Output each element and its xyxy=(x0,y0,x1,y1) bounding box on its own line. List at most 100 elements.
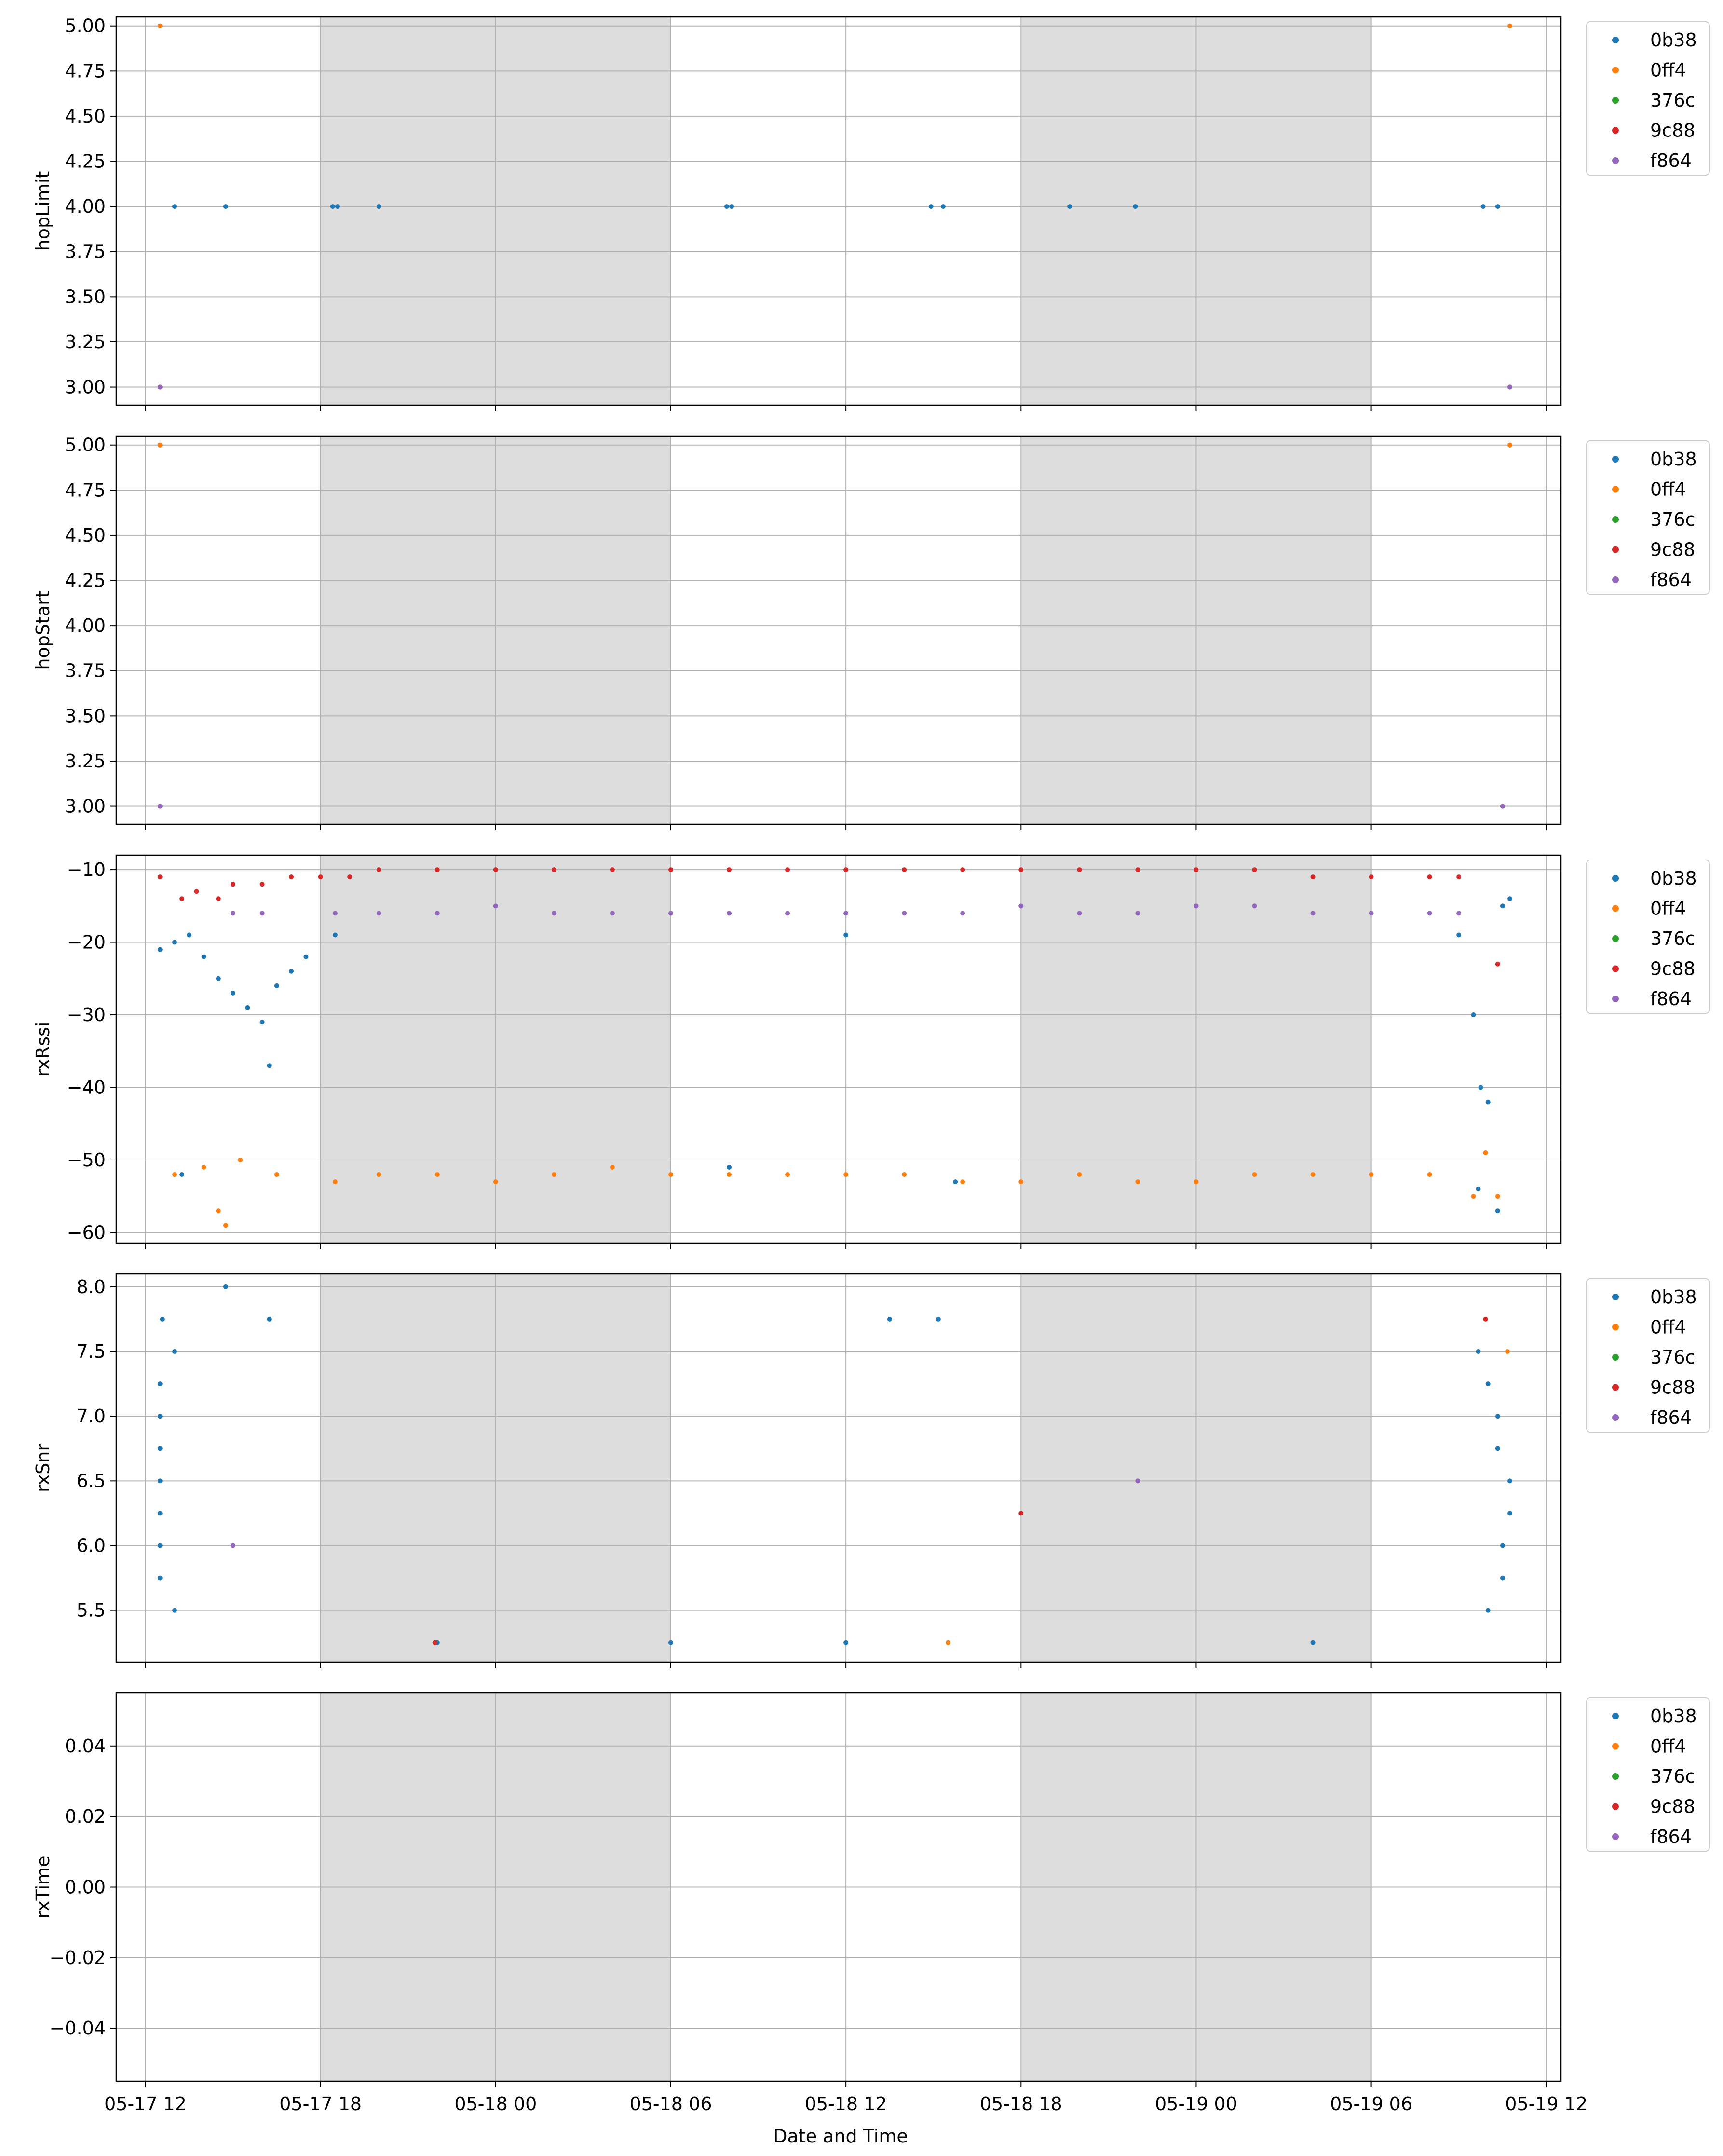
point-9c88 xyxy=(347,874,353,880)
point-9c88 xyxy=(434,867,440,873)
point-0b38 xyxy=(1495,1414,1500,1419)
point-0b38 xyxy=(1500,1543,1505,1548)
point-0b38 xyxy=(330,204,335,209)
point-9c88 xyxy=(1018,1511,1024,1516)
point-9c88 xyxy=(318,874,323,880)
point-f864 xyxy=(332,911,338,916)
point-9c88 xyxy=(1456,874,1462,880)
point-0b38 xyxy=(1478,1085,1483,1090)
y-tick-label: 3.50 xyxy=(65,286,106,307)
point-0ff4 xyxy=(1495,1194,1500,1199)
point-f864 xyxy=(231,911,236,916)
point-0b38 xyxy=(724,204,729,209)
point-0b38 xyxy=(157,1446,163,1451)
scatter-points xyxy=(157,867,1513,1228)
y-tick-label: 3.50 xyxy=(65,705,106,726)
legend-marker xyxy=(1612,576,1619,583)
point-9c88 xyxy=(843,867,849,873)
legend-label: 0b38 xyxy=(1650,868,1697,889)
point-0b38 xyxy=(289,969,294,974)
point-0b38 xyxy=(1476,1187,1481,1192)
point-9c88 xyxy=(960,867,965,873)
point-0b38 xyxy=(267,1063,272,1068)
point-9c88 xyxy=(194,889,199,894)
legend-marker xyxy=(1612,37,1619,43)
point-9c88 xyxy=(289,874,294,880)
legend-marker xyxy=(1612,935,1619,942)
point-0ff4 xyxy=(1135,1179,1140,1185)
point-f864 xyxy=(1500,804,1505,809)
y-tick-label: −20 xyxy=(67,932,106,953)
plot-frame xyxy=(115,16,1562,406)
point-9c88 xyxy=(1252,867,1257,873)
point-0ff4 xyxy=(1471,1194,1476,1199)
point-0b38 xyxy=(1471,1012,1476,1018)
point-0b38 xyxy=(172,1349,177,1354)
point-0b38 xyxy=(303,954,309,959)
point-0b38 xyxy=(843,1640,849,1645)
y-tick-label: 7.5 xyxy=(77,1341,106,1362)
x-axis-label: Date and Time xyxy=(773,2126,908,2147)
point-0b38 xyxy=(1476,1349,1481,1354)
point-0b38 xyxy=(1485,1608,1491,1613)
legend-label: 0b38 xyxy=(1650,1706,1697,1727)
legend-label: 376c xyxy=(1650,1347,1695,1368)
point-0b38 xyxy=(376,204,381,209)
legend: 0b38 0ff4 376c 9c88 f864 xyxy=(1586,21,1710,176)
point-9c88 xyxy=(376,867,381,873)
point-9c88 xyxy=(551,867,556,873)
point-0b38 xyxy=(259,1020,265,1025)
point-f864 xyxy=(551,911,556,916)
y-tick-label: 3.00 xyxy=(65,377,106,398)
point-9c88 xyxy=(1310,874,1316,880)
y-tick-label: 6.0 xyxy=(77,1535,106,1556)
y-axis-label: rxTime xyxy=(32,1856,54,1918)
point-f864 xyxy=(1427,911,1432,916)
point-9c88 xyxy=(902,867,907,873)
point-f864 xyxy=(157,804,163,809)
point-9c88 xyxy=(179,896,185,901)
point-0b38 xyxy=(1507,1478,1513,1484)
legend-marker xyxy=(1612,1833,1619,1840)
legend-marker xyxy=(1612,546,1619,553)
legend-marker xyxy=(1612,97,1619,104)
point-0ff4 xyxy=(201,1165,206,1170)
point-9c88 xyxy=(1483,1316,1488,1322)
point-f864 xyxy=(1135,911,1140,916)
point-0ff4 xyxy=(551,1172,556,1177)
x-tick-label: 05-17 12 xyxy=(104,2093,187,2115)
point-0ff4 xyxy=(376,1172,381,1177)
point-0ff4 xyxy=(727,1172,732,1177)
point-0b38 xyxy=(274,983,279,988)
legend-label: 9c88 xyxy=(1650,1377,1695,1398)
point-0b38 xyxy=(727,1165,732,1170)
point-0b38 xyxy=(245,1005,250,1010)
point-0b38 xyxy=(157,947,163,952)
point-0b38 xyxy=(928,204,934,209)
point-f864 xyxy=(231,1543,236,1548)
point-0ff4 xyxy=(216,1208,221,1214)
point-f864 xyxy=(1018,903,1024,909)
legend-label: f864 xyxy=(1650,988,1692,1010)
y-tick-label: 5.00 xyxy=(65,435,106,456)
y-tick-label: 4.75 xyxy=(65,479,106,501)
point-0b38 xyxy=(157,1511,163,1516)
point-0b38 xyxy=(1480,204,1486,209)
y-tick-label: 4.75 xyxy=(65,60,106,82)
point-0ff4 xyxy=(1077,1172,1082,1177)
point-f864 xyxy=(1194,903,1199,909)
point-0b38 xyxy=(843,932,849,938)
legend-label: 9c88 xyxy=(1650,1796,1695,1817)
y-tick-label: 0.04 xyxy=(65,1735,106,1757)
point-0b38 xyxy=(1133,204,1138,209)
point-f864 xyxy=(960,911,965,916)
legend-frame xyxy=(1586,21,1710,176)
point-0b38 xyxy=(172,940,177,945)
legend-frame xyxy=(1586,1697,1710,1852)
legend-marker xyxy=(1612,875,1619,882)
legend-label: 9c88 xyxy=(1650,539,1695,560)
point-0ff4 xyxy=(843,1172,849,1177)
point-0b38 xyxy=(179,1172,185,1177)
point-0ff4 xyxy=(1507,23,1513,28)
point-f864 xyxy=(785,911,790,916)
